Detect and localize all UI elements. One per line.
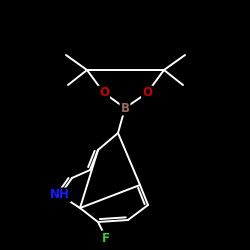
Text: NH: NH bbox=[50, 188, 70, 202]
Text: F: F bbox=[102, 232, 110, 244]
Text: O: O bbox=[99, 86, 109, 100]
Text: O: O bbox=[142, 86, 152, 100]
Text: B: B bbox=[120, 102, 130, 114]
